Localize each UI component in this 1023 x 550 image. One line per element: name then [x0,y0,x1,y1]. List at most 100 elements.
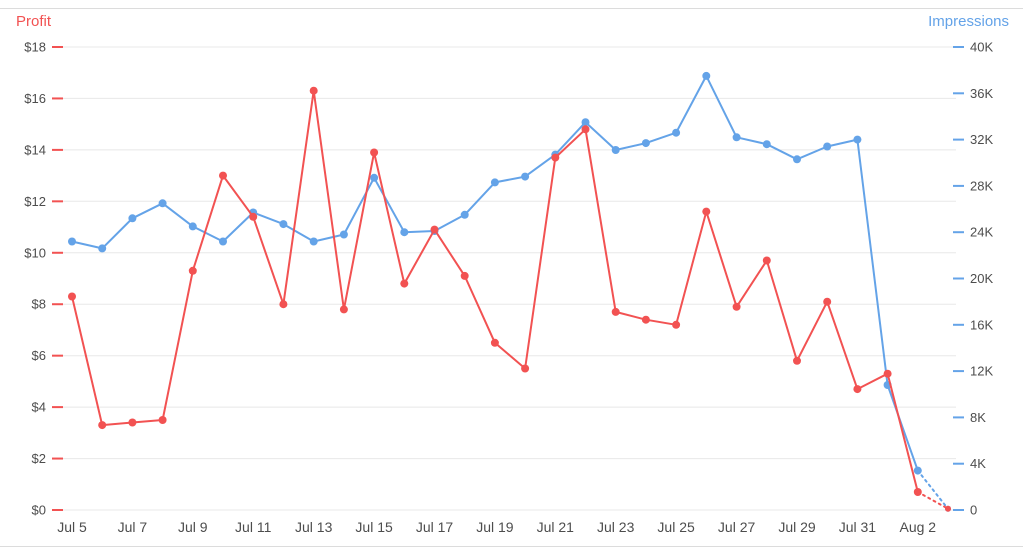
data-point-profit[interactable] [732,302,741,311]
data-point-impressions[interactable] [460,210,469,219]
data-point-profit[interactable] [279,300,288,309]
data-point-impressions[interactable] [521,172,530,181]
right-tick-label: 40K [970,40,993,55]
x-tick-label: Jul 19 [476,519,514,535]
left-tick-label: $0 [32,503,46,518]
series-dashed-tail-impressions [916,469,949,510]
data-point-impressions[interactable] [732,133,741,142]
right-axis-title: Impressions [928,13,1009,30]
series-line-profit [71,89,919,493]
data-point-profit[interactable] [400,279,409,288]
x-tick-label: Jul 13 [295,519,333,535]
left-tick-label: $6 [32,348,46,363]
top-divider [0,8,1023,9]
data-point-profit[interactable] [853,385,862,394]
data-point-profit[interactable] [188,266,197,275]
data-point-impressions[interactable] [672,128,681,137]
x-tick-label: Jul 27 [718,519,756,535]
data-point-impressions[interactable] [762,140,771,149]
data-point-profit[interactable] [249,212,258,221]
data-point-profit[interactable] [913,488,922,496]
data-point-profit[interactable] [581,125,590,134]
right-tick-label: 20K [970,271,993,286]
x-tick-label: Jul 5 [57,519,87,535]
data-point-profit[interactable] [883,369,892,378]
right-tick-label: 24K [970,225,993,240]
data-point-profit[interactable] [762,256,771,265]
x-tick-label: Jul 25 [657,519,695,535]
data-point-impressions[interactable] [581,118,590,127]
data-point-profit[interactable] [490,338,499,347]
x-tick-label: Jul 7 [118,519,148,535]
data-point-impressions[interactable] [128,214,137,223]
data-point-impressions[interactable] [490,178,499,187]
right-tick-label: 8K [970,410,986,425]
left-tick-label: $12 [24,194,46,209]
x-tick-label: Jul 17 [416,519,454,535]
data-point-profit[interactable] [460,271,469,280]
x-tick-label: Jul 11 [235,519,272,535]
right-tick-label: 16K [970,317,993,332]
left-tick-label: $2 [32,451,46,466]
data-point-profit[interactable] [551,153,560,162]
data-point-profit[interactable] [945,505,951,512]
data-point-profit[interactable] [370,148,379,157]
right-tick-label: 12K [970,364,993,379]
data-point-profit[interactable] [309,86,318,95]
series-dashed-tail-profit [916,491,949,510]
right-tick-label: 0 [970,503,977,518]
data-point-impressions[interactable] [309,237,318,246]
data-point-impressions[interactable] [641,139,650,148]
data-point-impressions[interactable] [370,173,379,182]
data-point-impressions[interactable] [793,155,801,164]
data-point-impressions[interactable] [611,146,620,154]
data-point-profit[interactable] [611,307,620,316]
right-tick-label: 4K [970,456,986,471]
data-point-impressions[interactable] [823,142,832,151]
data-point-impressions[interactable] [913,466,922,475]
data-point-profit[interactable] [219,171,227,180]
x-tick-label: Jul 29 [778,519,816,535]
x-tick-label: Jul 9 [178,519,208,535]
x-tick-label: Jul 23 [597,519,635,535]
data-point-profit[interactable] [702,207,711,216]
left-tick-label: $14 [24,142,46,157]
data-point-impressions[interactable] [98,244,107,253]
left-tick-label: $18 [24,40,46,55]
data-point-profit[interactable] [793,356,801,365]
x-tick-label: Aug 2 [900,519,937,535]
x-tick-label: Jul 15 [355,519,393,535]
data-point-profit[interactable] [68,292,76,301]
series-line-impressions [71,74,919,471]
left-tick-label: $10 [24,245,46,260]
data-point-profit[interactable] [672,320,681,329]
x-tick-label: Jul 31 [839,519,877,535]
data-point-profit[interactable] [430,225,439,234]
data-point-impressions[interactable] [400,228,409,237]
data-point-profit[interactable] [128,418,137,427]
data-point-impressions[interactable] [279,220,288,229]
left-tick-label: $16 [24,91,46,106]
data-point-profit[interactable] [339,305,348,314]
data-point-impressions[interactable] [853,135,862,144]
bottom-divider [0,546,1023,547]
data-point-impressions[interactable] [702,71,711,80]
data-point-impressions[interactable] [68,237,76,246]
left-axis-title: Profit [16,13,52,30]
right-tick-label: 32K [970,132,993,147]
left-tick-label: $4 [32,400,46,415]
data-point-impressions[interactable] [188,222,197,231]
data-point-profit[interactable] [521,364,530,373]
data-point-impressions[interactable] [158,199,167,208]
data-point-profit[interactable] [641,315,650,324]
data-point-profit[interactable] [823,297,832,306]
data-point-profit[interactable] [98,421,107,430]
right-tick-label: 36K [970,86,993,101]
left-tick-label: $8 [32,297,46,312]
data-point-profit[interactable] [158,416,167,424]
data-point-impressions[interactable] [219,237,227,246]
right-tick-label: 28K [970,178,993,193]
data-point-impressions[interactable] [339,230,348,239]
x-tick-label: Jul 21 [537,519,575,535]
